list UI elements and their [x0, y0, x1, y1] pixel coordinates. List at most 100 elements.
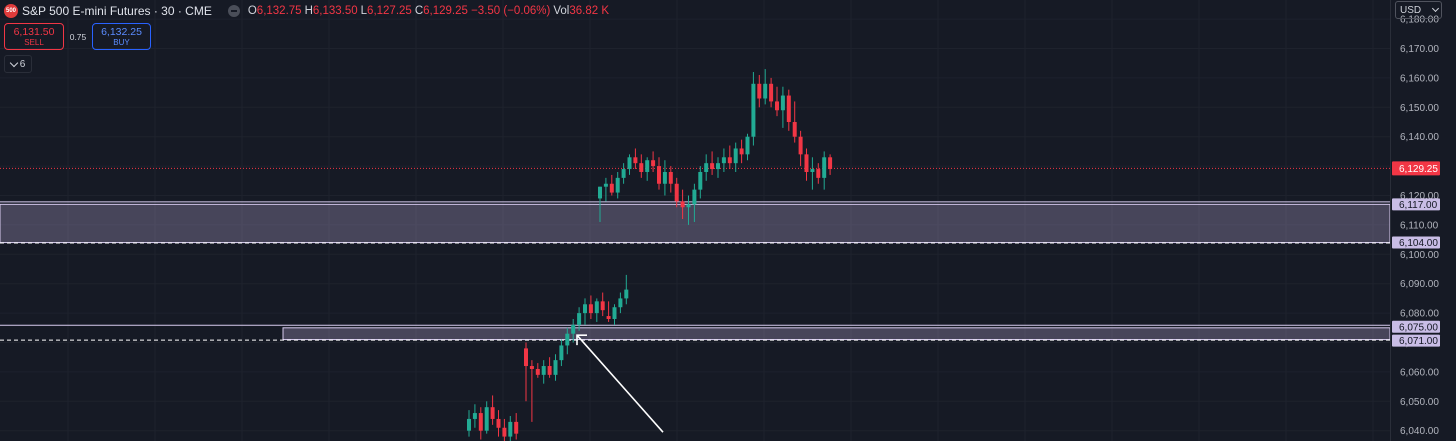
- candle-body: [828, 157, 833, 170]
- low-key: L: [360, 5, 368, 17]
- spread-value: 0.75: [69, 31, 87, 42]
- high-value: 6,133.50: [312, 5, 358, 17]
- candle: [710, 151, 715, 175]
- candle-body: [686, 204, 691, 208]
- candle-body: [798, 136, 803, 155]
- candle: [603, 177, 608, 202]
- candle: [757, 74, 762, 108]
- candle-body: [721, 157, 726, 164]
- candle-body: [553, 360, 558, 375]
- candle-body: [484, 407, 489, 431]
- candle: [798, 130, 803, 167]
- candle-body: [478, 413, 483, 431]
- candle-body: [804, 154, 809, 172]
- candle-body: [547, 366, 552, 375]
- candle: [828, 154, 833, 175]
- candle-body: [662, 171, 667, 184]
- candle: [467, 410, 471, 437]
- arrow-head: [576, 334, 587, 346]
- candle-body: [633, 157, 638, 164]
- candle-body: [739, 148, 744, 155]
- candle: [583, 298, 587, 325]
- candle-body: [490, 407, 495, 419]
- candle: [627, 154, 632, 175]
- candle-body: [535, 368, 540, 375]
- candle: [588, 295, 593, 319]
- annotation-arrow: [576, 334, 664, 433]
- close-key: C: [414, 5, 424, 17]
- sell-label: SELL: [24, 37, 44, 47]
- low-value: 6,127.25: [367, 5, 412, 17]
- candle: [698, 166, 703, 199]
- candle-body: [588, 304, 593, 314]
- price-tick-label: 6,170.00: [1400, 44, 1439, 55]
- candle: [559, 339, 564, 367]
- candle-body: [603, 183, 608, 187]
- candle-body: [651, 160, 656, 167]
- price-tick-label: 6,110.00: [1400, 220, 1439, 231]
- price-zones: [0, 201, 1391, 341]
- candle-body: [792, 122, 797, 137]
- sell-button[interactable]: 6,131.50 SELL: [4, 23, 64, 50]
- candle: [775, 86, 779, 117]
- zone-label-text: 6,104.00: [1399, 238, 1438, 249]
- candle-body: [639, 163, 644, 172]
- candle-body: [692, 189, 697, 205]
- price-axis-panel: [1390, 0, 1456, 441]
- candle: [490, 395, 495, 425]
- symbol-logo: 500: [4, 4, 18, 18]
- open-value: 6,132.75: [256, 5, 302, 17]
- candle-body: [763, 83, 768, 99]
- candle: [624, 274, 629, 305]
- candle: [577, 307, 582, 331]
- candle-body: [645, 160, 650, 172]
- candle-body: [541, 366, 546, 375]
- candle-body: [786, 95, 791, 123]
- candle-body: [769, 83, 774, 102]
- candle: [651, 151, 656, 172]
- currency-select[interactable]: USD: [1395, 1, 1442, 19]
- candle: [769, 77, 774, 108]
- candle-body: [565, 333, 570, 346]
- indicators-toggle[interactable]: 6: [4, 55, 32, 73]
- candle: [594, 298, 599, 322]
- candle-body: [618, 298, 623, 308]
- candle-body: [467, 418, 471, 431]
- price-tick-label: 6,080.00: [1400, 309, 1439, 320]
- candle-body: [598, 186, 602, 199]
- symbol-title[interactable]: S&P 500 E-mini Futures · 30 · CME: [22, 4, 212, 18]
- candle-body: [733, 148, 738, 164]
- zone-label-bg: [1392, 334, 1440, 347]
- candle: [529, 360, 534, 422]
- candle-body: [606, 316, 611, 319]
- candle: [612, 304, 617, 325]
- price-tick-label: 6,120.00: [1400, 191, 1439, 202]
- candle-body: [514, 421, 519, 434]
- price-tick-label: 6,160.00: [1400, 73, 1439, 84]
- price-tick-label: 6,090.00: [1400, 279, 1439, 290]
- last-price-label-bg: [1392, 161, 1440, 176]
- currency-value: USD: [1400, 4, 1422, 16]
- candle: [609, 174, 614, 196]
- close-value: 6,129.25 −3.50 (−0.06%): [423, 5, 551, 17]
- candle: [484, 401, 489, 434]
- candle: [565, 327, 570, 355]
- candle: [598, 186, 602, 222]
- candle: [716, 157, 720, 178]
- candle-body: [816, 169, 821, 178]
- candle: [786, 89, 791, 131]
- collapse-legend-button[interactable]: [227, 5, 240, 17]
- candle-body: [657, 166, 661, 184]
- candle: [822, 151, 827, 190]
- candle-body: [524, 348, 528, 367]
- candle-body: [757, 83, 762, 99]
- candle-body: [751, 83, 756, 137]
- buy-price: 6,132.25: [101, 25, 142, 38]
- buy-button[interactable]: 6,132.25 BUY: [92, 23, 151, 50]
- volume-key: Vol: [553, 5, 570, 17]
- zone-rect: [282, 327, 1391, 341]
- candle-body: [502, 427, 507, 437]
- candle-body: [624, 289, 629, 299]
- candle: [692, 183, 697, 222]
- candle-body: [559, 345, 564, 361]
